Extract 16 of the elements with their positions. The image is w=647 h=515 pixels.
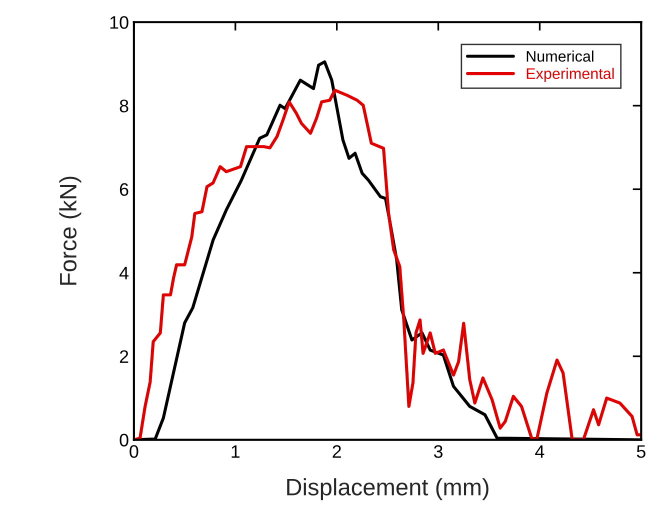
y-tick-label: 8	[120, 100, 128, 112]
y-tick-label: 2	[120, 350, 128, 363]
x-tick-label: 0	[130, 445, 138, 458]
x-tick-label: 1	[232, 445, 240, 458]
x-tick-label: 5	[636, 445, 646, 458]
legend-label: Numerical	[526, 50, 594, 62]
y-tick-label: 10	[110, 16, 128, 29]
y-axis-title: Force (kN)	[59, 176, 82, 285]
y-tick-label: 6	[120, 183, 128, 196]
x-tick-label: 4	[535, 445, 544, 458]
y-tick-label: 4	[119, 266, 129, 280]
y-tick-label: 0	[120, 434, 128, 447]
legend-label: Experimental	[526, 68, 614, 82]
x-tick-label: 2	[332, 445, 341, 458]
x-tick-label: 3	[434, 445, 443, 458]
x-axis-title: Displacement (mm)	[287, 478, 488, 500]
